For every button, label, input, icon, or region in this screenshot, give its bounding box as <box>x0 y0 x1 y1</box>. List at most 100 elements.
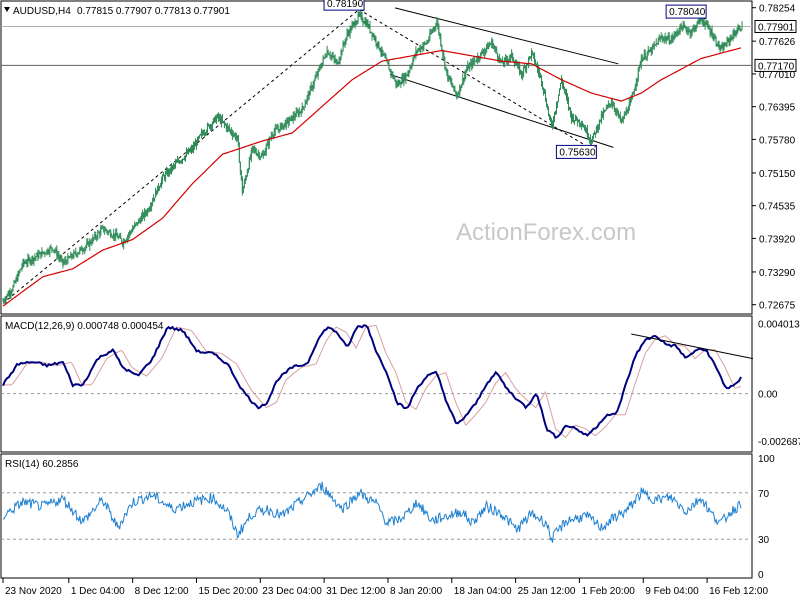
candle-body <box>500 58 502 62</box>
candle-body <box>422 46 424 49</box>
candle-body <box>266 142 268 146</box>
candle-body <box>205 131 207 133</box>
candle-body <box>443 54 445 58</box>
candle-body <box>340 51 342 58</box>
candle-body <box>212 118 214 124</box>
candle-body <box>664 37 666 39</box>
candle-body <box>659 38 661 40</box>
candle-body <box>459 85 461 94</box>
rsi-y-tick-label: 70 <box>758 489 770 500</box>
candle-body <box>241 179 243 193</box>
candle-body <box>509 58 511 60</box>
candle-body <box>99 232 101 235</box>
candle-body <box>226 126 228 129</box>
price-annotation-box <box>665 4 707 19</box>
candle-body <box>46 249 48 254</box>
candle-body <box>84 247 86 251</box>
candle-body <box>409 67 411 72</box>
macd-y-tick-label: -0.002687 <box>758 437 800 448</box>
candle-body <box>61 258 63 260</box>
trendline <box>358 9 592 150</box>
x-tick-label: 23 Dec 04:00 <box>262 586 322 597</box>
candle-body <box>714 37 716 39</box>
triangle-down-icon[interactable] <box>4 7 10 12</box>
candle-body <box>170 166 172 173</box>
candle-body <box>28 257 30 259</box>
candle-body <box>669 42 671 44</box>
candle-body <box>554 112 556 121</box>
candle-body <box>535 62 537 65</box>
candle-body <box>524 67 526 69</box>
candle-body <box>195 142 197 146</box>
candle-body <box>262 153 264 157</box>
candle-body <box>653 44 655 47</box>
candle-body <box>431 31 433 34</box>
candle-body <box>472 60 474 67</box>
candle-body <box>108 231 110 233</box>
candle-body <box>63 262 65 264</box>
candle-body <box>290 116 292 118</box>
candle-body <box>227 126 229 128</box>
candle-body <box>557 94 559 102</box>
candle-body <box>337 62 339 64</box>
candle-body <box>234 134 236 139</box>
candle-body <box>245 176 247 179</box>
candle-body <box>198 135 200 138</box>
price-y-tick-label: 0.76395 <box>759 103 796 114</box>
candle-body <box>435 25 437 27</box>
candle-body <box>202 133 204 135</box>
price-marker-label: 0.77901 <box>758 22 795 33</box>
candle-body <box>585 129 587 132</box>
candle-body <box>456 93 458 98</box>
candle-body <box>307 93 309 97</box>
candle-body <box>116 232 118 236</box>
candle-body <box>712 36 714 39</box>
candle-body <box>600 113 602 121</box>
candle-body <box>560 79 562 84</box>
candle-body <box>87 241 89 244</box>
candle-body <box>77 253 79 256</box>
candle-body <box>391 73 393 75</box>
candle-body <box>580 124 582 126</box>
candle-body <box>623 114 625 119</box>
price-annotation-box <box>323 0 365 11</box>
candle-body <box>156 190 158 195</box>
candle-body <box>725 45 727 47</box>
candle-body <box>294 116 296 118</box>
candle-body <box>98 232 100 234</box>
candle-body <box>210 125 212 127</box>
candle-body <box>370 31 372 33</box>
candle-body <box>175 162 177 166</box>
x-tick-label: 23 Nov 2020 <box>5 586 62 597</box>
candle-body <box>349 27 351 35</box>
candle-body <box>672 36 674 39</box>
candle-body <box>151 203 153 207</box>
candle-body <box>36 253 38 257</box>
candle-body <box>679 24 681 32</box>
x-tick-label: 1 Feb 20:00 <box>581 586 635 597</box>
candle-body <box>635 82 637 87</box>
candle-body <box>582 125 584 128</box>
candle-body <box>432 30 434 32</box>
candle-body <box>662 38 664 41</box>
candle-body <box>444 57 446 67</box>
candle-body <box>367 22 369 28</box>
candle-body <box>493 46 495 48</box>
candle-body <box>521 70 523 76</box>
candle-body <box>458 93 460 95</box>
candle-body <box>164 176 166 179</box>
candle-body <box>85 246 87 248</box>
candle-body <box>621 118 623 122</box>
candle-body <box>68 256 70 258</box>
candle-body <box>311 86 313 89</box>
candle-body <box>267 142 269 146</box>
candle-body <box>651 46 653 53</box>
candle-body <box>529 56 531 58</box>
candle-body <box>303 106 305 108</box>
candle-body <box>50 247 52 249</box>
candle-body <box>193 145 195 147</box>
candle-body <box>476 60 478 62</box>
candle-body <box>711 29 713 37</box>
candle-body <box>188 149 190 152</box>
candle-body <box>583 127 585 129</box>
